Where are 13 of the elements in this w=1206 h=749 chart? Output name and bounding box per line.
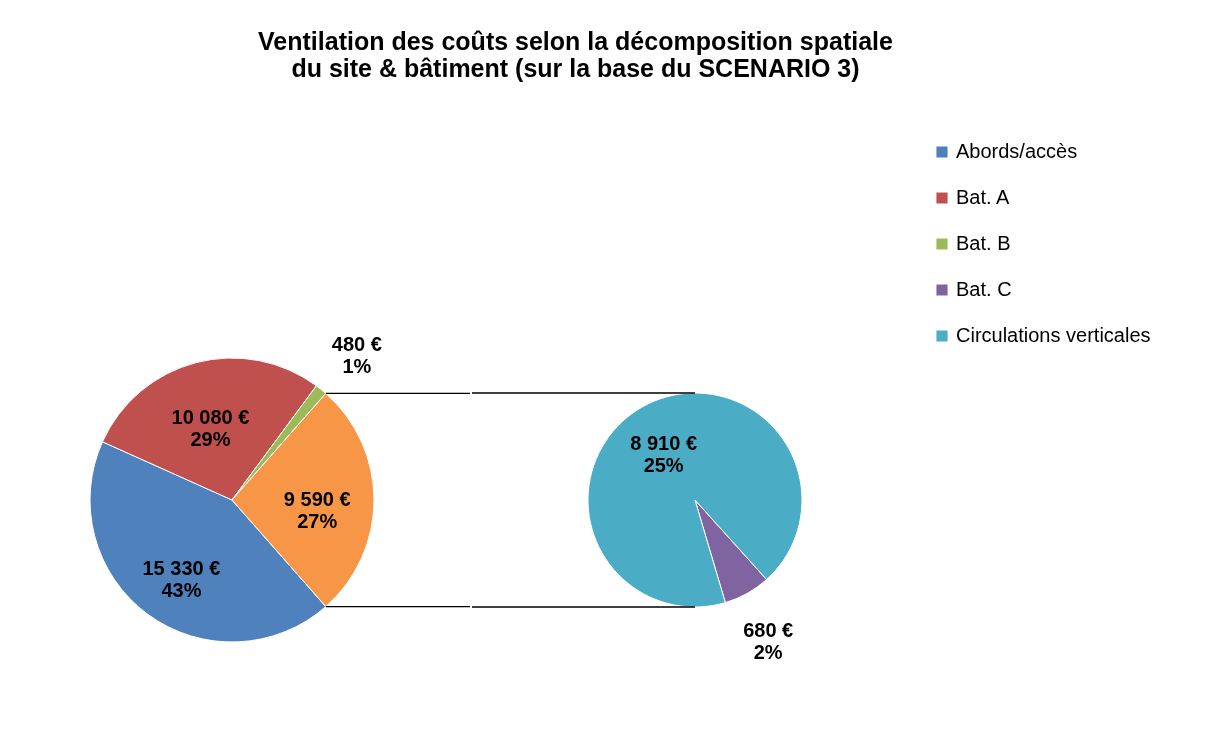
chart-title: Ventilation des coûts selon la décomposition spatiale du site & bâtiment (sur la base du SCENARIO 3): [258, 27, 894, 82]
legend-label: Circulations verticales: [956, 324, 1151, 346]
legend-label: Bat. C: [956, 278, 1012, 300]
pie-slice: [587, 392, 803, 608]
data-label: 680 € 2%: [743, 618, 794, 663]
data-label: 480 € 1%: [331, 333, 382, 378]
data-label: 8 910 € 25%: [630, 431, 698, 476]
legend-label: Abords/accès: [956, 140, 1078, 162]
data-label: 10 080 € 29%: [171, 405, 250, 450]
legend-label: Bat. A: [956, 186, 1011, 208]
data-label: 15 330 € 43%: [142, 556, 221, 601]
legend-label: Bat. B: [956, 232, 1011, 254]
data-label: 9 590 € 27%: [283, 488, 351, 532]
